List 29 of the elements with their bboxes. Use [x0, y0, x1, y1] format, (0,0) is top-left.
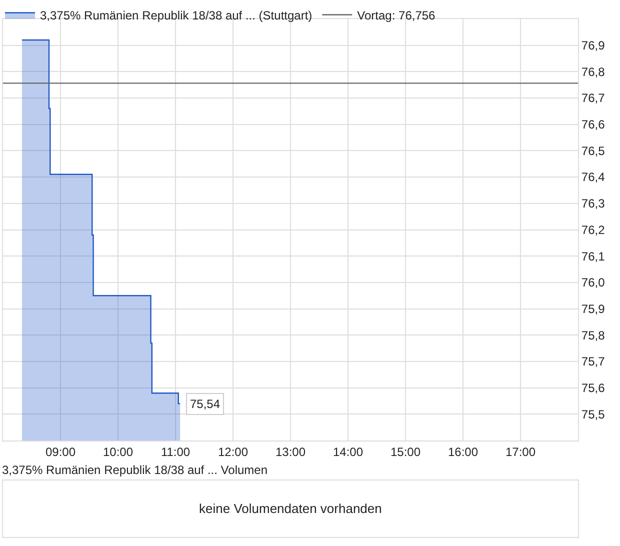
x-tick-label: 16:00 — [448, 444, 478, 459]
y-tick-label: 76,0 — [581, 276, 606, 290]
y-tick-label: 76,3 — [581, 196, 606, 211]
y-tick-label: 76,8 — [581, 64, 606, 79]
x-tick-label: 12:00 — [218, 444, 248, 459]
y-tick-label: 75,5 — [581, 407, 606, 422]
x-tick-label: 14:00 — [332, 444, 364, 459]
text: keine Volumendaten vorhanden — [199, 501, 382, 516]
y-tick-label: 76,5 — [581, 144, 606, 158]
y-tick-label: 76,6 — [581, 118, 606, 132]
legend-label: Vortag: 76,756 — [357, 8, 436, 22]
y-tick-label: 76,9 — [581, 38, 606, 52]
x-tick-label: 13:00 — [275, 444, 306, 459]
annotation: 75,54 — [190, 397, 220, 411]
y-tick-label: 75,6 — [581, 381, 606, 396]
y-tick-label: 75,8 — [581, 328, 606, 342]
x-tick-label: 11:00 — [160, 444, 190, 459]
legend-label: 3,375% Rumänien Republik 18/38 auf ... (Stuttgart) — [40, 8, 312, 22]
x-tick-label: 09:00 — [45, 444, 76, 459]
y-tick-label: 75,7 — [581, 354, 606, 369]
text: 3,375% Rumänien Republik 18/38 auf ... Volumen — [2, 463, 268, 477]
x-tick-label: 17:00 — [505, 444, 536, 459]
y-tick-label: 76,7 — [581, 91, 606, 106]
y-tick-label: 76,4 — [581, 170, 606, 184]
y-tick-label: 75,9 — [581, 302, 606, 316]
y-tick-label: 76,1 — [581, 249, 606, 264]
x-tick-label: 15:00 — [390, 444, 421, 459]
y-tick-label: 76,2 — [581, 222, 606, 237]
x-tick-label: 10:00 — [102, 444, 134, 459]
